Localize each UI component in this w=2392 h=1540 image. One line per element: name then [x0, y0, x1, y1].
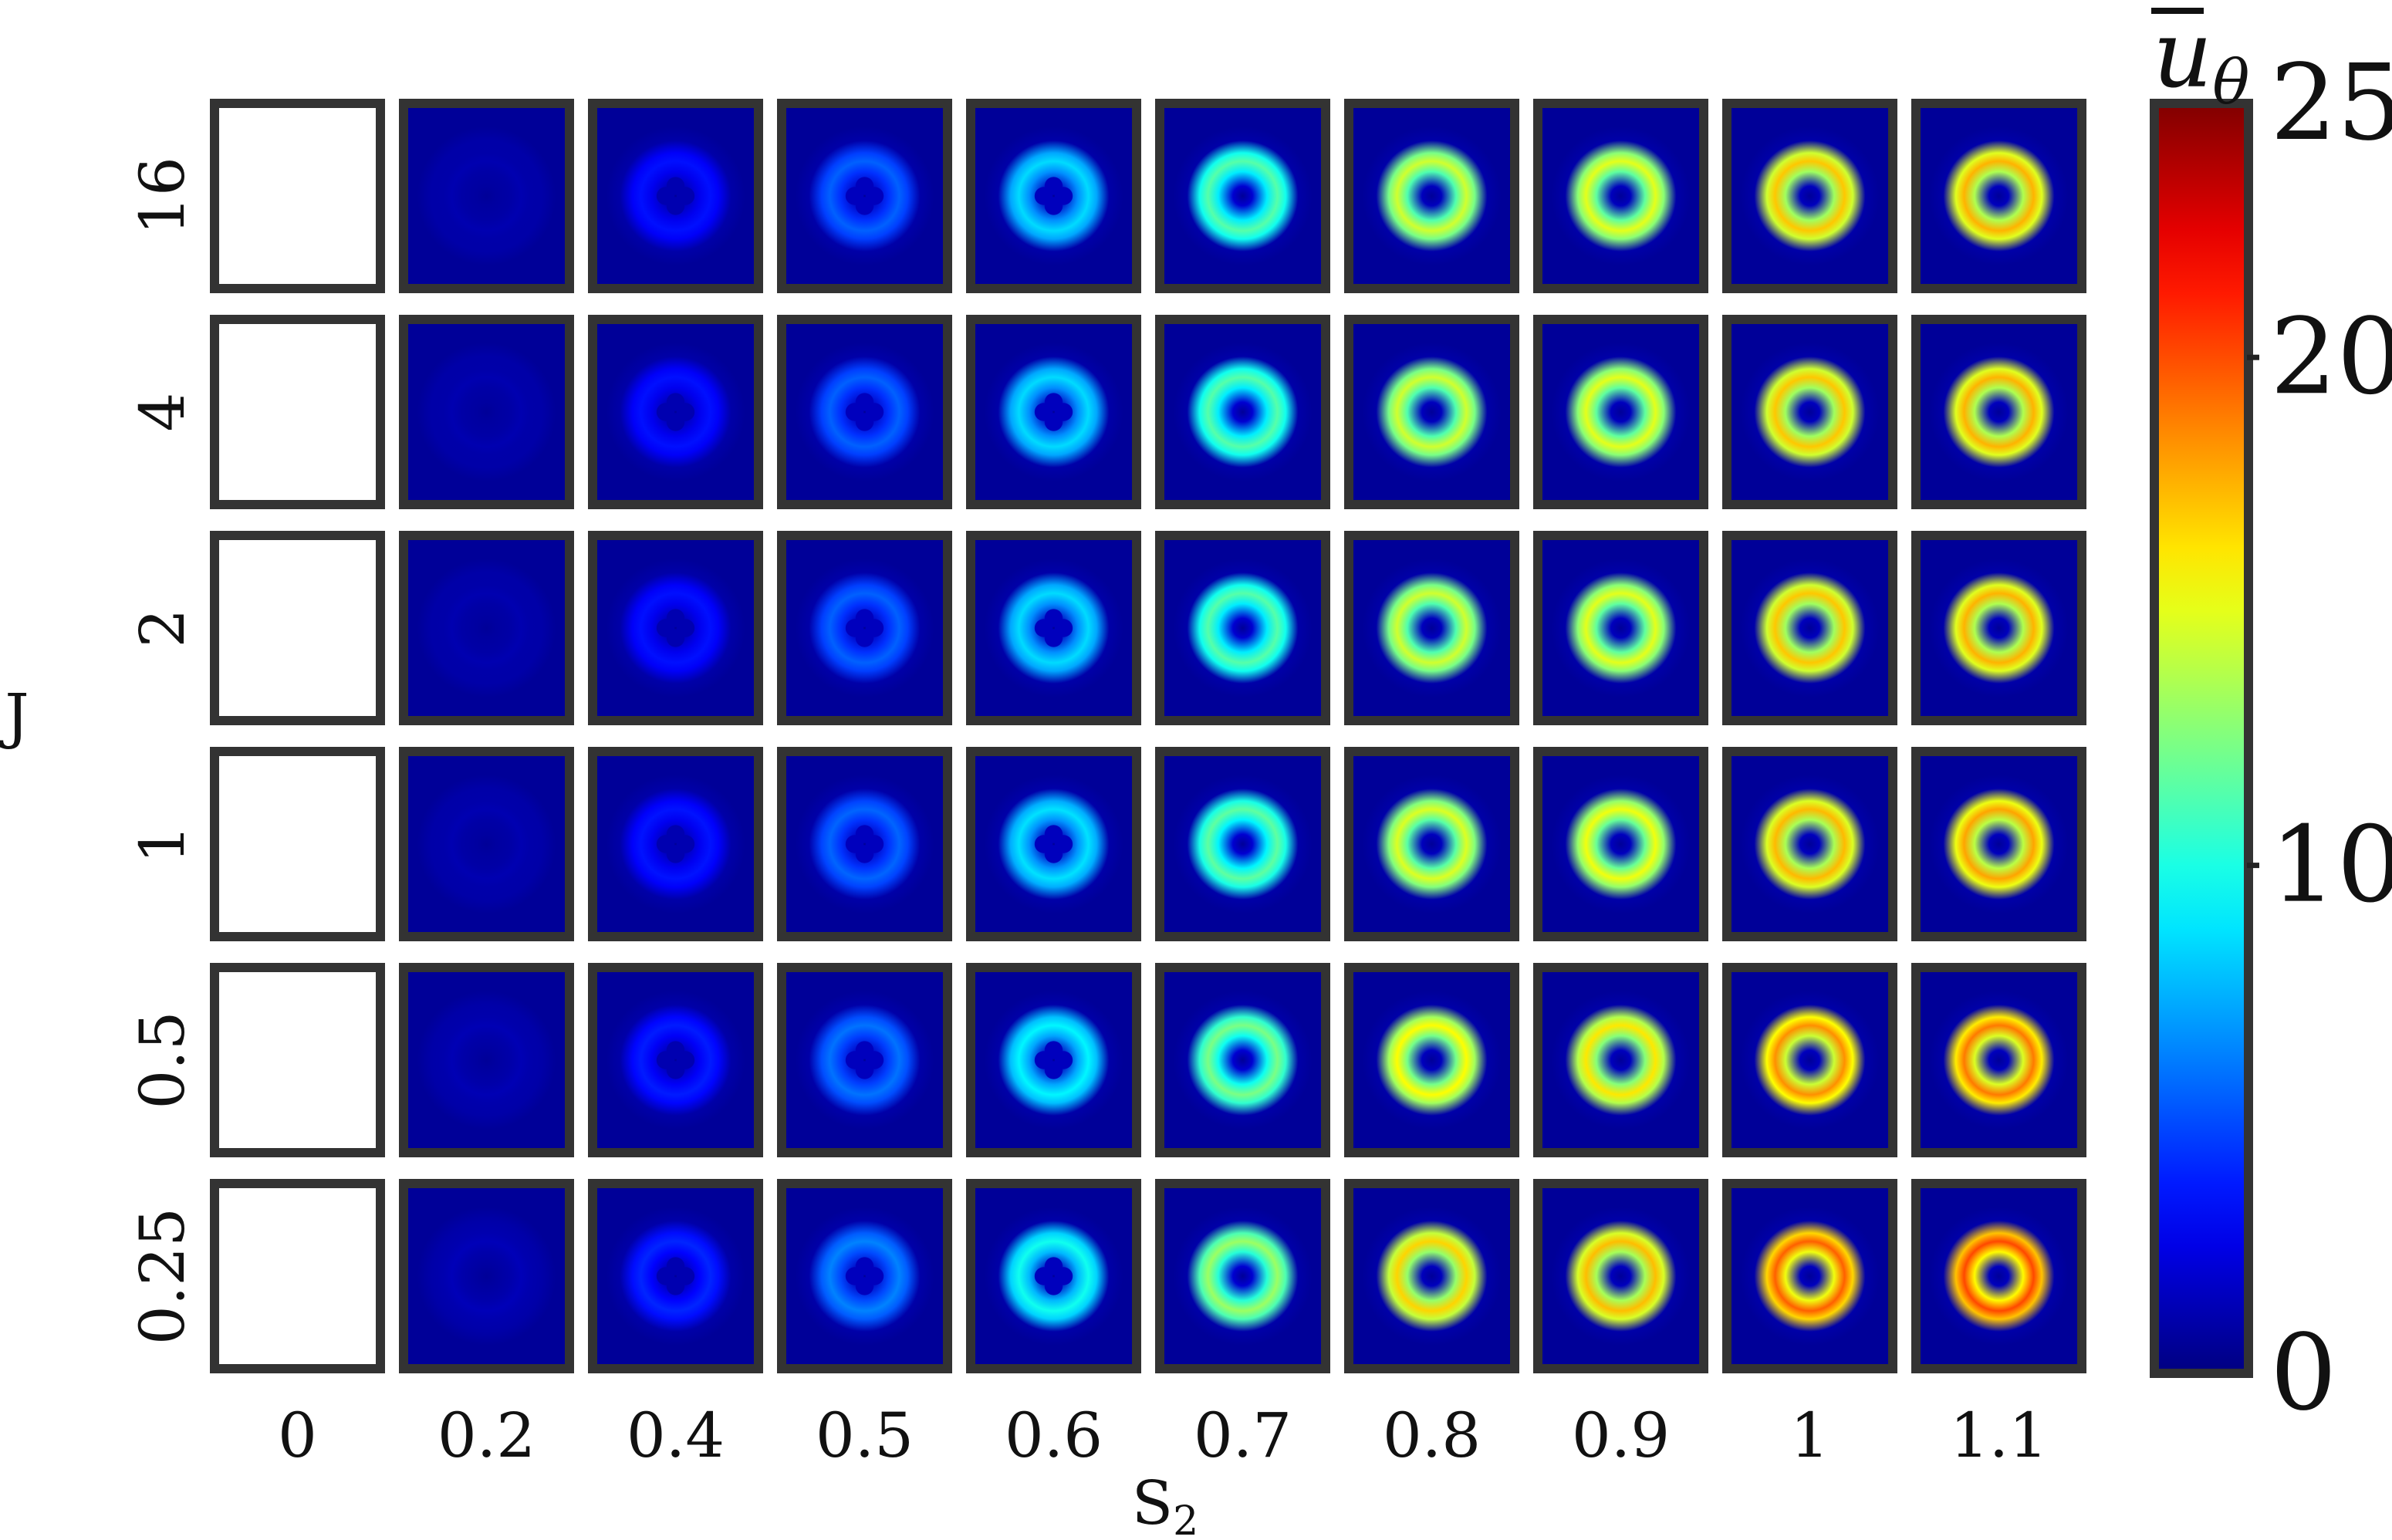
panel-J4-S0.9 [1533, 315, 1708, 509]
panel-J4-S0.5 [777, 315, 952, 509]
y-tick-label: 16 [127, 157, 198, 235]
panel-J1-S0.9 [1533, 747, 1708, 941]
x-tick-labels: 0 0.2 0.4 0.5 0.6 0.7 0.8 0.9 1 1.1 [278, 1400, 2048, 1471]
y-tick-label: 4 [127, 393, 198, 432]
panel-grid [210, 99, 2086, 1373]
colorbar-label: uθ [2153, 2, 2249, 118]
panel-J2-S0.5 [777, 531, 952, 725]
panel-J2-S1 [1722, 531, 1897, 725]
panel-J0.5-S0.6 [966, 963, 1141, 1157]
panel-J0.25-S0.2 [399, 1179, 574, 1373]
panel-J4-S0.8 [1344, 315, 1519, 509]
panel-J0.5-S0 [210, 963, 385, 1157]
x-tick-label: 0.5 [816, 1400, 914, 1471]
panel-J0.25-S0.7 [1155, 1179, 1330, 1373]
panel-J2-S0.6 [966, 531, 1141, 725]
panel-J16-S1 [1722, 99, 1897, 293]
panel-J2-S0.2 [399, 531, 574, 725]
y-tick-labels: 16 4 2 1 0.5 0.25 [127, 157, 198, 1345]
x-tick-label: 0.7 [1194, 1400, 1292, 1471]
panel-J0.5-S0.4 [588, 963, 763, 1157]
panel-J1-S0 [210, 747, 385, 941]
panel-J16-S0.5 [777, 99, 952, 293]
panel-J1-S1 [1722, 747, 1897, 941]
y-axis-label: J [0, 682, 29, 751]
panel-J1-S0.7 [1155, 747, 1330, 941]
colorbar-gradient [2150, 99, 2253, 1378]
panel-J2-S1.1 [1911, 531, 2086, 725]
y-tick-label: 2 [127, 609, 198, 648]
panel-J16-S0.9 [1533, 99, 1708, 293]
panel-J0.5-S0.2 [399, 963, 574, 1157]
panel-J0.25-S0.9 [1533, 1179, 1708, 1373]
panel-J0.25-S0.8 [1344, 1179, 1519, 1373]
panel-J4-S0.7 [1155, 315, 1330, 509]
panel-J0.25-S0.6 [966, 1179, 1141, 1373]
panel-J1-S1.1 [1911, 747, 2086, 941]
panel-J2-S0.9 [1533, 531, 1708, 725]
panel-J0.25-S1.1 [1911, 1179, 2086, 1373]
y-tick-label: 0.25 [127, 1207, 198, 1345]
panel-J16-S0.4 [588, 99, 763, 293]
panel-J16-S1.1 [1911, 99, 2086, 293]
panel-J0.25-S0.5 [777, 1179, 952, 1373]
x-tick-label: 0 [278, 1400, 317, 1471]
panel-J4-S0.2 [399, 315, 574, 509]
panel-J2-S0.7 [1155, 531, 1330, 725]
panel-J16-S0.6 [966, 99, 1141, 293]
panel-J1-S0.4 [588, 747, 763, 941]
y-tick-label: 1 [127, 825, 198, 864]
panel-J4-S0 [210, 315, 385, 509]
panel-J16-S0 [210, 99, 385, 293]
panel-J0.25-S0.4 [588, 1179, 763, 1373]
colorbar-tick-label: 10 [2270, 805, 2392, 927]
x-tick-label: 0.4 [627, 1400, 725, 1471]
panel-J2-S0.8 [1344, 531, 1519, 725]
x-tick-label: 0.9 [1572, 1400, 1670, 1471]
panel-J2-S0 [210, 531, 385, 725]
panel-J1-S0.8 [1344, 747, 1519, 941]
panel-J2-S0.4 [588, 531, 763, 725]
panel-J0.5-S1.1 [1911, 963, 2086, 1157]
panel-J0.5-S0.8 [1344, 963, 1519, 1157]
panel-J0.5-S0.9 [1533, 963, 1708, 1157]
panel-J4-S0.4 [588, 315, 763, 509]
panel-J16-S0.7 [1155, 99, 1330, 293]
panel-J4-S1 [1722, 315, 1897, 509]
panel-J16-S0.8 [1344, 99, 1519, 293]
panel-J0.5-S0.5 [777, 963, 952, 1157]
y-tick-label: 0.5 [127, 1011, 198, 1109]
x-tick-label: 0.2 [438, 1400, 535, 1471]
colorbar-tick-label: 0 [2270, 1312, 2337, 1434]
panel-J0.25-S0 [210, 1179, 385, 1373]
panel-J16-S0.2 [399, 99, 574, 293]
panel-J4-S1.1 [1911, 315, 2086, 509]
x-tick-label: 1.1 [1950, 1400, 2048, 1471]
x-tick-label: 0.8 [1383, 1400, 1481, 1471]
panel-J1-S0.5 [777, 747, 952, 941]
colorbar-tick-label: 20 [2270, 296, 2392, 418]
panel-J1-S0.6 [966, 747, 1141, 941]
panel-J0.5-S1 [1722, 963, 1897, 1157]
panel-J0.25-S1 [1722, 1179, 1897, 1373]
panel-J4-S0.6 [966, 315, 1141, 509]
colorbar-tick-label: 25 [2270, 42, 2392, 164]
x-tick-label: 0.6 [1005, 1400, 1103, 1471]
x-tick-label: 1 [1790, 1400, 1829, 1471]
panel-J0.5-S0.7 [1155, 963, 1330, 1157]
panel-J1-S0.2 [399, 747, 574, 941]
x-axis-label: S2 [1132, 1469, 1199, 1540]
